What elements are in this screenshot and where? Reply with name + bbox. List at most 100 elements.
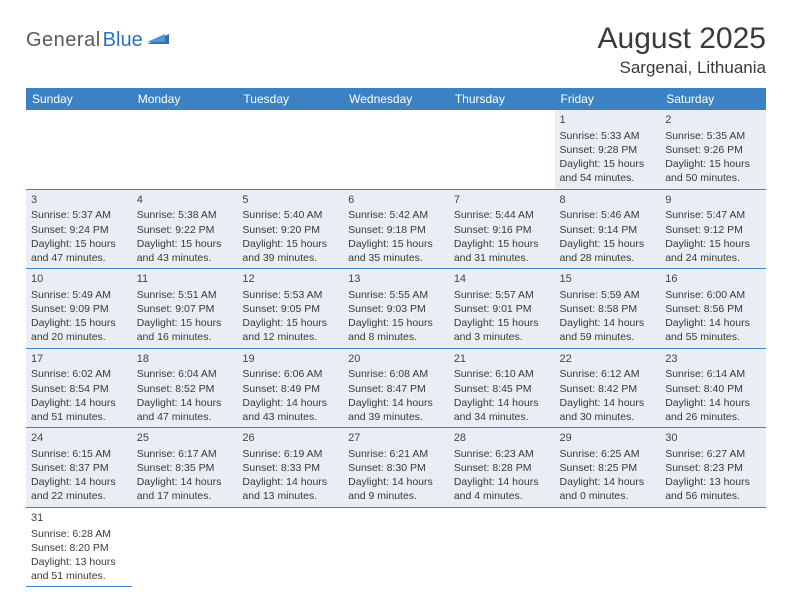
day-cell: 27Sunrise: 6:21 AMSunset: 8:30 PMDayligh… xyxy=(343,428,449,508)
daylight-text: Daylight: 13 hours and 56 minutes. xyxy=(665,475,761,503)
day-cell: 8Sunrise: 5:46 AMSunset: 9:14 PMDaylight… xyxy=(555,189,661,269)
sunrise-text: Sunrise: 6:00 AM xyxy=(665,288,761,302)
day-cell: 20Sunrise: 6:08 AMSunset: 8:47 PMDayligh… xyxy=(343,348,449,428)
day-cell: 17Sunrise: 6:02 AMSunset: 8:54 PMDayligh… xyxy=(26,348,132,428)
sunset-text: Sunset: 9:18 PM xyxy=(348,223,444,237)
daylight-text: Daylight: 15 hours and 24 minutes. xyxy=(665,237,761,265)
day-number: 22 xyxy=(560,352,656,367)
daylight-text: Daylight: 15 hours and 39 minutes. xyxy=(242,237,338,265)
day-cell: 5Sunrise: 5:40 AMSunset: 9:20 PMDaylight… xyxy=(237,189,343,269)
day-number: 12 xyxy=(242,272,338,287)
sunrise-text: Sunrise: 5:40 AM xyxy=(242,208,338,222)
day-number: 28 xyxy=(454,431,550,446)
title-block: August 2025 Sargenai, Lithuania xyxy=(598,22,766,78)
daylight-text: Daylight: 15 hours and 31 minutes. xyxy=(454,237,550,265)
day-cell xyxy=(660,507,766,587)
sunset-text: Sunset: 9:03 PM xyxy=(348,302,444,316)
logo-text-2: Blue xyxy=(103,29,143,52)
sunset-text: Sunset: 9:16 PM xyxy=(454,223,550,237)
daylight-text: Daylight: 14 hours and 4 minutes. xyxy=(454,475,550,503)
header-row: Sunday Monday Tuesday Wednesday Thursday… xyxy=(26,88,766,110)
day-number: 15 xyxy=(560,272,656,287)
calendar-table: Sunday Monday Tuesday Wednesday Thursday… xyxy=(26,88,766,587)
sunset-text: Sunset: 8:54 PM xyxy=(31,382,127,396)
sunset-text: Sunset: 8:58 PM xyxy=(560,302,656,316)
day-cell: 3Sunrise: 5:37 AMSunset: 9:24 PMDaylight… xyxy=(26,189,132,269)
daylight-text: Daylight: 14 hours and 59 minutes. xyxy=(560,316,656,344)
sunrise-text: Sunrise: 5:35 AM xyxy=(665,129,761,143)
day-number: 29 xyxy=(560,431,656,446)
sunset-text: Sunset: 8:37 PM xyxy=(31,461,127,475)
day-number: 27 xyxy=(348,431,444,446)
month-title: August 2025 xyxy=(598,22,766,56)
day-number: 20 xyxy=(348,352,444,367)
sunrise-text: Sunrise: 5:33 AM xyxy=(560,129,656,143)
day-cell: 13Sunrise: 5:55 AMSunset: 9:03 PMDayligh… xyxy=(343,269,449,349)
day-cell: 6Sunrise: 5:42 AMSunset: 9:18 PMDaylight… xyxy=(343,189,449,269)
day-cell: 22Sunrise: 6:12 AMSunset: 8:42 PMDayligh… xyxy=(555,348,661,428)
day-cell: 15Sunrise: 5:59 AMSunset: 8:58 PMDayligh… xyxy=(555,269,661,349)
daylight-text: Daylight: 15 hours and 3 minutes. xyxy=(454,316,550,344)
day-cell xyxy=(555,507,661,587)
daylight-text: Daylight: 14 hours and 22 minutes. xyxy=(31,475,127,503)
day-number: 17 xyxy=(31,352,127,367)
day-number: 21 xyxy=(454,352,550,367)
daylight-text: Daylight: 14 hours and 17 minutes. xyxy=(137,475,233,503)
day-number: 26 xyxy=(242,431,338,446)
sunrise-text: Sunrise: 5:38 AM xyxy=(137,208,233,222)
sunrise-text: Sunrise: 5:44 AM xyxy=(454,208,550,222)
daylight-text: Daylight: 15 hours and 16 minutes. xyxy=(137,316,233,344)
location: Sargenai, Lithuania xyxy=(598,58,766,78)
sunrise-text: Sunrise: 5:55 AM xyxy=(348,288,444,302)
daylight-text: Daylight: 15 hours and 47 minutes. xyxy=(31,237,127,265)
daylight-text: Daylight: 15 hours and 20 minutes. xyxy=(31,316,127,344)
daylight-text: Daylight: 14 hours and 9 minutes. xyxy=(348,475,444,503)
day-cell xyxy=(26,110,132,189)
sunrise-text: Sunrise: 6:08 AM xyxy=(348,367,444,381)
daylight-text: Daylight: 15 hours and 8 minutes. xyxy=(348,316,444,344)
day-cell: 25Sunrise: 6:17 AMSunset: 8:35 PMDayligh… xyxy=(132,428,238,508)
day-number: 31 xyxy=(31,511,127,526)
day-cell: 26Sunrise: 6:19 AMSunset: 8:33 PMDayligh… xyxy=(237,428,343,508)
col-monday: Monday xyxy=(132,88,238,110)
day-number: 18 xyxy=(137,352,233,367)
sunset-text: Sunset: 9:22 PM xyxy=(137,223,233,237)
sunrise-text: Sunrise: 6:19 AM xyxy=(242,447,338,461)
daylight-text: Daylight: 14 hours and 55 minutes. xyxy=(665,316,761,344)
week-row: 24Sunrise: 6:15 AMSunset: 8:37 PMDayligh… xyxy=(26,428,766,508)
daylight-text: Daylight: 14 hours and 43 minutes. xyxy=(242,396,338,424)
day-number: 2 xyxy=(665,113,761,128)
header: GeneralBlue August 2025 Sargenai, Lithua… xyxy=(26,22,766,78)
col-saturday: Saturday xyxy=(660,88,766,110)
sunset-text: Sunset: 8:20 PM xyxy=(31,541,127,555)
sunrise-text: Sunrise: 6:27 AM xyxy=(665,447,761,461)
day-cell: 21Sunrise: 6:10 AMSunset: 8:45 PMDayligh… xyxy=(449,348,555,428)
sunrise-text: Sunrise: 5:59 AM xyxy=(560,288,656,302)
logo: GeneralBlue xyxy=(26,22,169,52)
sunset-text: Sunset: 8:28 PM xyxy=(454,461,550,475)
calendar-body: 1Sunrise: 5:33 AMSunset: 9:28 PMDaylight… xyxy=(26,110,766,587)
day-number: 25 xyxy=(137,431,233,446)
day-cell: 2Sunrise: 5:35 AMSunset: 9:26 PMDaylight… xyxy=(660,110,766,189)
day-cell: 9Sunrise: 5:47 AMSunset: 9:12 PMDaylight… xyxy=(660,189,766,269)
day-cell xyxy=(237,507,343,587)
daylight-text: Daylight: 15 hours and 50 minutes. xyxy=(665,157,761,185)
sunset-text: Sunset: 9:09 PM xyxy=(31,302,127,316)
sunrise-text: Sunrise: 6:04 AM xyxy=(137,367,233,381)
sunrise-text: Sunrise: 5:47 AM xyxy=(665,208,761,222)
day-cell: 7Sunrise: 5:44 AMSunset: 9:16 PMDaylight… xyxy=(449,189,555,269)
sunset-text: Sunset: 8:45 PM xyxy=(454,382,550,396)
day-cell: 31Sunrise: 6:28 AMSunset: 8:20 PMDayligh… xyxy=(26,507,132,587)
daylight-text: Daylight: 14 hours and 34 minutes. xyxy=(454,396,550,424)
sunset-text: Sunset: 9:24 PM xyxy=(31,223,127,237)
daylight-text: Daylight: 13 hours and 51 minutes. xyxy=(31,555,127,583)
day-cell: 30Sunrise: 6:27 AMSunset: 8:23 PMDayligh… xyxy=(660,428,766,508)
day-cell xyxy=(343,507,449,587)
sunset-text: Sunset: 8:23 PM xyxy=(665,461,761,475)
col-tuesday: Tuesday xyxy=(237,88,343,110)
day-cell xyxy=(237,110,343,189)
daylight-text: Daylight: 14 hours and 0 minutes. xyxy=(560,475,656,503)
sunrise-text: Sunrise: 6:17 AM xyxy=(137,447,233,461)
sunset-text: Sunset: 8:42 PM xyxy=(560,382,656,396)
day-number: 23 xyxy=(665,352,761,367)
